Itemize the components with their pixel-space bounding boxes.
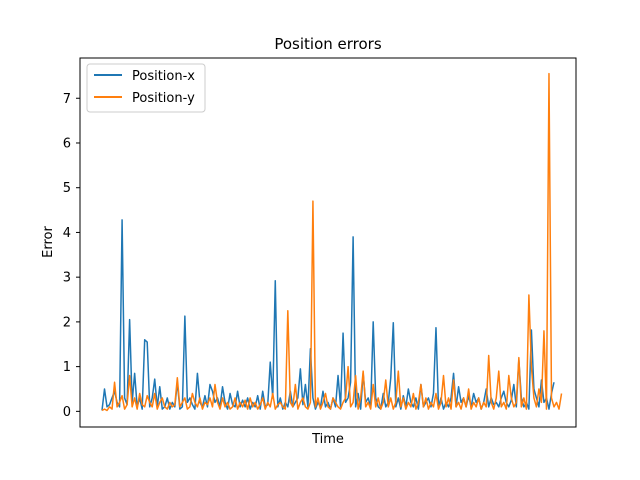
y-tick-label-3: 3 xyxy=(63,271,71,286)
y-tick-label-6: 6 xyxy=(63,136,71,151)
y-axis: 0 1 2 3 4 5 6 7 xyxy=(63,92,80,420)
series-line-position-y xyxy=(101,72,563,412)
y-tick-label-2: 2 xyxy=(63,315,71,330)
y-tick-label-4: 4 xyxy=(63,226,71,241)
plot-frame xyxy=(79,57,577,428)
y-tick-label-7: 7 xyxy=(63,92,71,107)
y-tick-label-5: 5 xyxy=(63,181,71,196)
chart-title: Position errors xyxy=(274,35,381,53)
y-tick-label-1: 1 xyxy=(63,360,71,375)
legend-label-position-y: Position-y xyxy=(132,91,195,106)
y-axis-label: Error xyxy=(41,226,56,258)
y-tick-label-0: 0 xyxy=(63,405,71,420)
plot-lines xyxy=(101,72,563,412)
legend: Position-x Position-y xyxy=(86,63,206,113)
legend-label-position-x: Position-x xyxy=(132,69,195,84)
x-axis-label: Time xyxy=(311,432,344,447)
